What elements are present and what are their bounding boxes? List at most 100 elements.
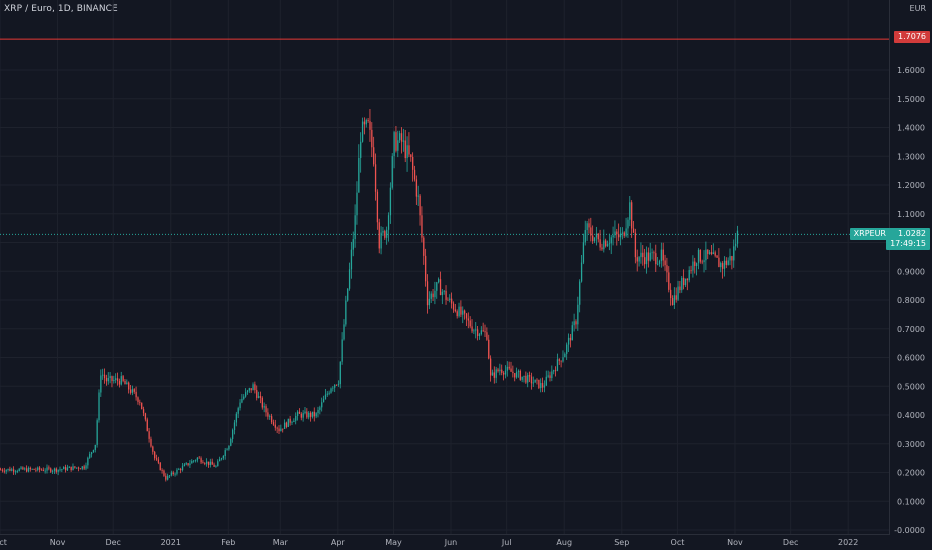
candle-body <box>582 242 585 263</box>
candle-body <box>285 422 288 427</box>
price-tick-label: 0.1000 <box>897 497 925 506</box>
candle-body <box>92 449 95 453</box>
time-tick-label: Feb <box>221 538 235 547</box>
candle-body <box>269 416 271 417</box>
candle-body <box>133 389 135 392</box>
candle-body <box>356 192 358 216</box>
candle-body <box>629 202 631 220</box>
candle-body <box>595 233 598 238</box>
candle-body <box>708 252 711 254</box>
candle-body <box>673 295 676 306</box>
candle-body <box>35 469 37 471</box>
candle-body <box>501 369 503 373</box>
price-tick-label: 0.7000 <box>897 325 925 334</box>
candle-body <box>29 467 31 470</box>
candle-body <box>181 466 184 471</box>
candle-body <box>148 431 150 439</box>
candle-body <box>302 413 304 418</box>
time-tick-label: Nov <box>727 538 743 547</box>
candle-body <box>482 330 484 332</box>
candle-body <box>293 420 295 422</box>
candle-body <box>612 235 614 238</box>
candle-body <box>734 243 737 247</box>
candle-body <box>211 461 213 465</box>
candle-body <box>447 299 449 301</box>
candle-body <box>692 261 694 271</box>
candle-body <box>690 270 692 271</box>
candle-body <box>567 337 570 345</box>
candle-body <box>465 313 468 319</box>
candle-body <box>276 427 278 429</box>
candle-body <box>710 252 713 255</box>
candle-body <box>636 257 638 262</box>
candle-body <box>586 223 588 231</box>
candle-body <box>430 293 432 299</box>
candle-body <box>387 215 390 230</box>
candle-body <box>239 402 241 409</box>
candle-body <box>610 237 612 244</box>
candle-body <box>649 252 651 261</box>
candle-body <box>497 369 499 372</box>
candle-body <box>322 399 325 403</box>
candle-body <box>662 249 664 261</box>
candle-body <box>660 249 663 262</box>
candle-body <box>618 234 620 238</box>
candle-body <box>473 330 475 332</box>
candle-body <box>324 394 327 400</box>
candle-body <box>508 366 510 369</box>
candle-body <box>228 445 230 450</box>
candle-body <box>107 377 109 382</box>
candle-body <box>230 438 232 446</box>
candle-body <box>632 228 635 233</box>
candle-body <box>616 231 618 235</box>
price-tick-label: 1.1000 <box>897 210 925 219</box>
candle-body <box>670 289 672 298</box>
candle-body <box>335 384 338 386</box>
price-axis[interactable] <box>889 0 932 535</box>
candle-body <box>386 229 388 238</box>
candle-body <box>681 277 683 291</box>
candle-body <box>367 120 369 122</box>
candle-body <box>98 392 100 421</box>
candle-body <box>421 215 423 238</box>
candle-body <box>0 469 2 471</box>
candle-body <box>527 375 529 383</box>
candle-body <box>475 329 477 331</box>
candle-body <box>480 330 483 335</box>
candle-body <box>541 383 544 388</box>
candle-body <box>651 252 653 254</box>
candle-body <box>232 429 234 439</box>
candle-body <box>412 157 414 170</box>
candle-body <box>536 379 538 381</box>
candle-body <box>170 472 173 476</box>
candle-body <box>129 389 132 393</box>
time-axis[interactable] <box>0 534 890 550</box>
candle-body <box>365 120 367 125</box>
candle-body <box>426 281 429 306</box>
candle-body <box>510 368 512 372</box>
candle-body <box>653 252 655 254</box>
candle-body <box>31 468 33 470</box>
candle-body <box>224 450 226 456</box>
candle-body <box>207 461 210 465</box>
candle-body <box>96 420 98 445</box>
candle-body <box>627 219 629 229</box>
candle-body <box>723 260 726 269</box>
candle-body <box>204 463 206 464</box>
candle-body <box>423 237 425 256</box>
candle-body <box>376 191 379 223</box>
candle-body <box>399 133 401 141</box>
candle-body <box>220 458 223 460</box>
candle-body <box>415 179 418 197</box>
candle-body <box>89 454 91 458</box>
candle-body <box>1 469 4 471</box>
candle-body <box>395 132 397 151</box>
candle-body <box>53 468 56 471</box>
candle-body <box>378 222 380 249</box>
candle-body <box>345 300 347 325</box>
candle-body <box>625 228 627 236</box>
time-tick-label: Dec <box>105 538 120 547</box>
candle-body <box>525 375 527 383</box>
